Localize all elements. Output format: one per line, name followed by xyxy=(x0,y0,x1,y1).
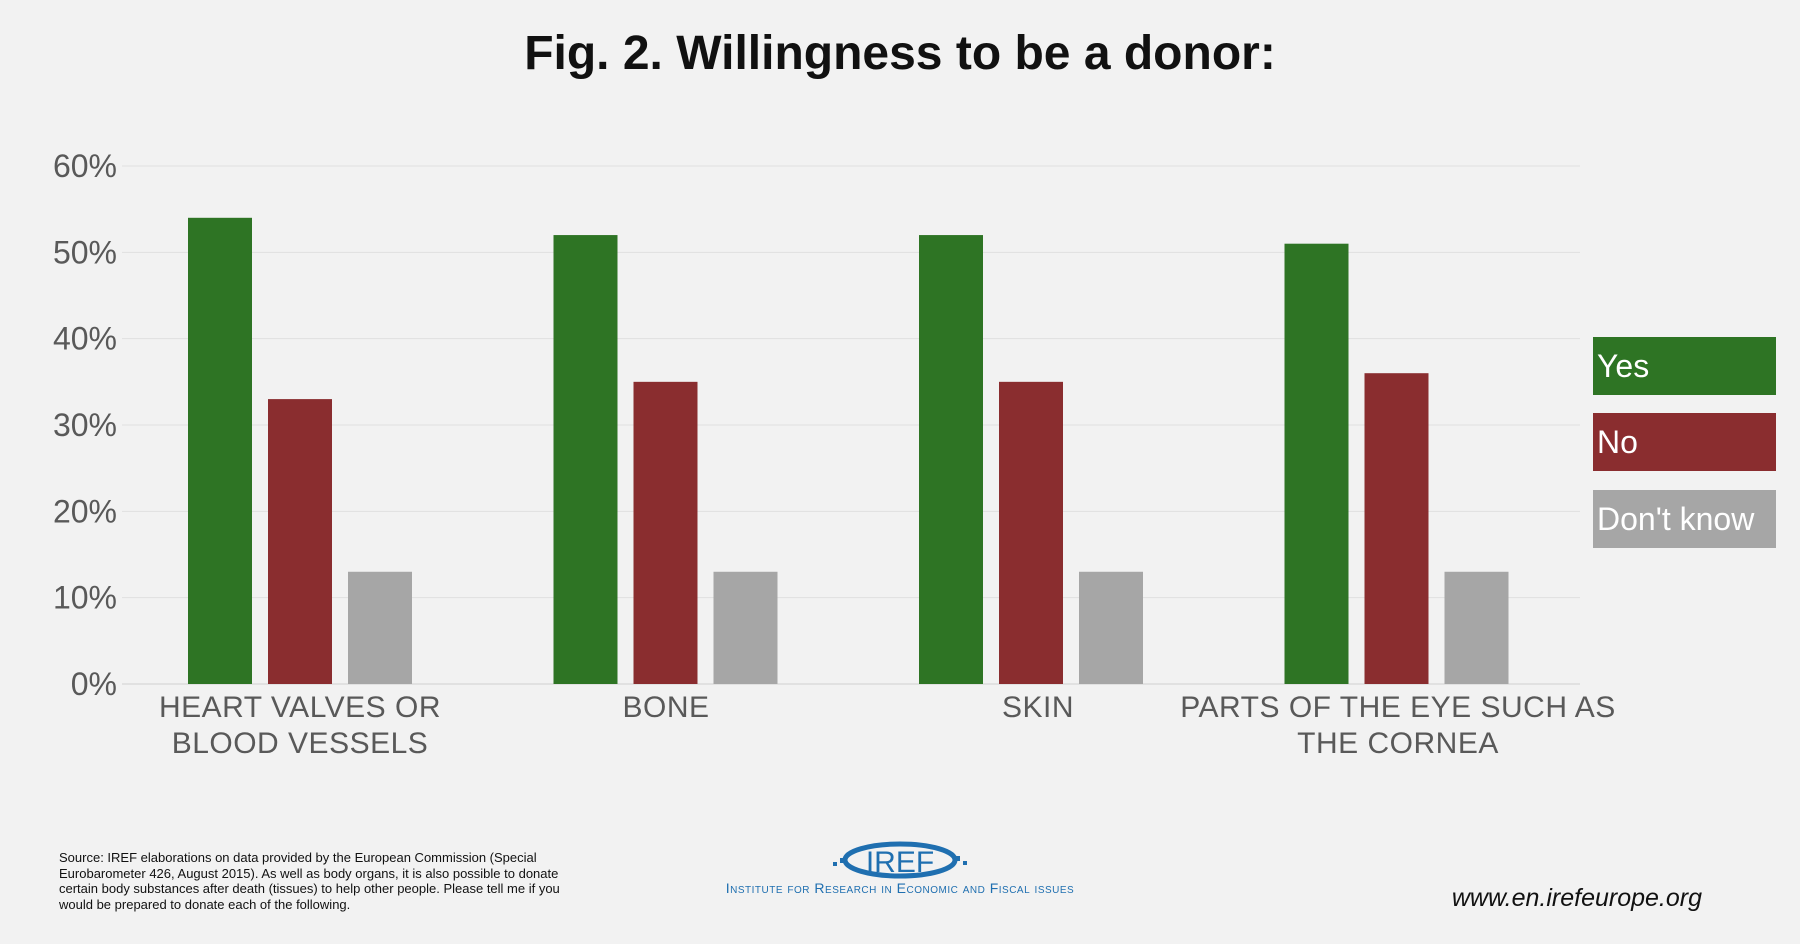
legend-item-dont-know: Don't know xyxy=(1593,490,1776,548)
legend-item-yes: Yes xyxy=(1593,337,1776,395)
bar-yes-0 xyxy=(188,217,252,685)
bar-yes-3 xyxy=(1284,243,1349,684)
bar-yes-1 xyxy=(553,235,618,685)
y-tick-label: 50% xyxy=(53,234,117,270)
bar-no-2 xyxy=(999,381,1063,684)
iref-logo: IREF Institute for Research in Economic … xyxy=(680,820,1120,920)
bar-don-t-know-1 xyxy=(713,571,778,684)
y-tick-label: 30% xyxy=(53,407,117,443)
bar-don-t-know-3 xyxy=(1444,571,1509,684)
y-tick-label: 20% xyxy=(53,493,117,529)
category-label: BONE xyxy=(622,691,709,724)
logo-emblem-icon: IREF xyxy=(833,841,967,879)
y-tick-label: 40% xyxy=(53,321,117,357)
category-label: SKIN xyxy=(1002,691,1074,724)
y-axis-tick-labels: 0% 10% 20% 30% 40% 50% 60% xyxy=(53,148,117,702)
category-label: THE CORNEA xyxy=(1297,727,1499,760)
chart-title: Fig. 2. Willingness to be a donor: xyxy=(524,27,1276,80)
website-url: www.en.irefeurope.org xyxy=(1451,884,1702,912)
category-label: HEART VALVES OR xyxy=(159,691,441,724)
category-label: PARTS OF THE EYE SUCH AS xyxy=(1180,691,1615,724)
bar-no-1 xyxy=(633,381,698,684)
bar-no-0 xyxy=(268,399,332,684)
y-tick-label: 60% xyxy=(53,148,117,184)
institute-name: Institute for Research in Economic and F… xyxy=(725,880,1075,896)
logo-wordmark: IREF xyxy=(866,846,934,879)
bar-don-t-know-2 xyxy=(1079,571,1143,684)
bar-yes-2 xyxy=(919,235,983,685)
legend-item-no: No xyxy=(1593,413,1776,471)
bar-chart: 0% 10% 20% 30% 40% 50% 60% HEART VALVES ORBLOO… xyxy=(53,148,1615,760)
gridlines xyxy=(122,165,1580,685)
y-tick-label: 0% xyxy=(71,666,117,702)
bar-don-t-know-0 xyxy=(348,571,412,684)
category-label: BLOOD VESSELS xyxy=(172,727,429,760)
y-tick-label: 10% xyxy=(53,580,117,616)
bars xyxy=(188,217,1509,685)
source-note: Source: IREF elaborations on data provid… xyxy=(59,850,560,912)
bar-no-3 xyxy=(1364,373,1429,684)
